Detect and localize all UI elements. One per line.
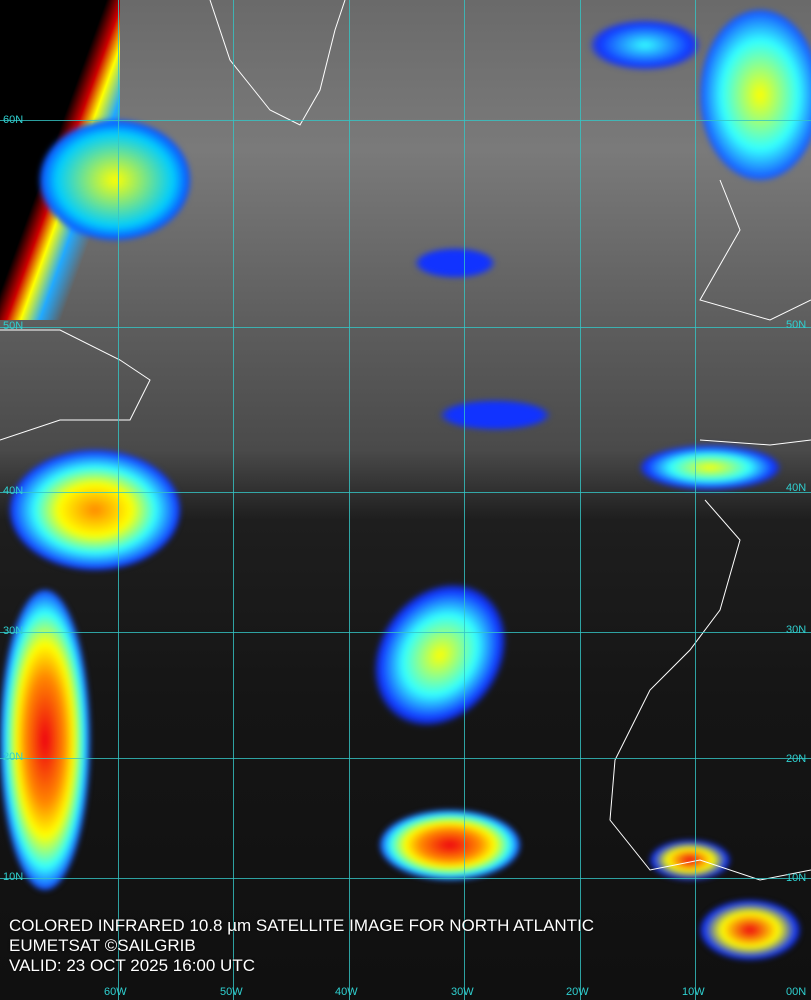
- cloud-cluster: [10, 450, 180, 570]
- longitude-line: [695, 0, 696, 1000]
- lon-label: 20W: [566, 986, 589, 998]
- cloud-cluster: [650, 840, 730, 880]
- caption-valid-time: VALID: 23 OCT 2025 16:00 UTC: [9, 956, 255, 975]
- lat-label-left: 60N: [3, 114, 24, 126]
- lat-label-left: 10N: [3, 871, 24, 883]
- lat-label-right: 50N: [786, 319, 807, 331]
- lon-label: 10W: [682, 986, 705, 998]
- cloud-cluster: [0, 590, 90, 890]
- lat-label-right: 30N: [786, 624, 807, 636]
- lat-label-left: 20N: [3, 751, 24, 763]
- longitude-line: [464, 0, 465, 1000]
- longitude-line: [349, 0, 350, 1000]
- latitude-line: [0, 120, 811, 121]
- cloud-cluster: [40, 120, 190, 240]
- lon-label: 30W: [451, 986, 474, 998]
- latitude-line: [0, 758, 811, 759]
- latitude-line: [0, 492, 811, 493]
- lon-label: 00N: [786, 986, 807, 998]
- caption-title: COLORED INFRARED 10.8 µm SATELLITE IMAGE…: [9, 916, 595, 935]
- lat-label-right: 20N: [786, 753, 807, 765]
- longitude-line: [580, 0, 581, 1000]
- cloud-cluster: [590, 20, 700, 70]
- cloud-cluster: [700, 10, 811, 180]
- lat-label-left: 40N: [3, 485, 24, 497]
- cloud-cluster: [440, 400, 550, 430]
- lat-label-right: 40N: [786, 482, 807, 494]
- cloud-cluster: [380, 810, 520, 880]
- longitude-line: [118, 0, 119, 1000]
- latitude-line: [0, 632, 811, 633]
- latitude-line: [0, 878, 811, 879]
- cloud-cluster: [415, 248, 495, 278]
- lon-label: 50W: [220, 986, 243, 998]
- cloud-cluster: [640, 445, 780, 490]
- caption-credit: EUMETSAT ©SAILGRIB: [9, 936, 196, 955]
- longitude-line: [233, 0, 234, 1000]
- latitude-line: [0, 327, 811, 328]
- lon-label: 40W: [335, 986, 358, 998]
- lat-label-right: 10N: [786, 872, 807, 884]
- cloud-cluster: [700, 900, 800, 960]
- image-caption: COLORED INFRARED 10.8 µm SATELLITE IMAGE…: [9, 916, 594, 976]
- lat-label-left: 30N: [3, 625, 24, 637]
- lon-label: 60W: [104, 986, 127, 998]
- lat-label-left: 50N: [3, 320, 24, 332]
